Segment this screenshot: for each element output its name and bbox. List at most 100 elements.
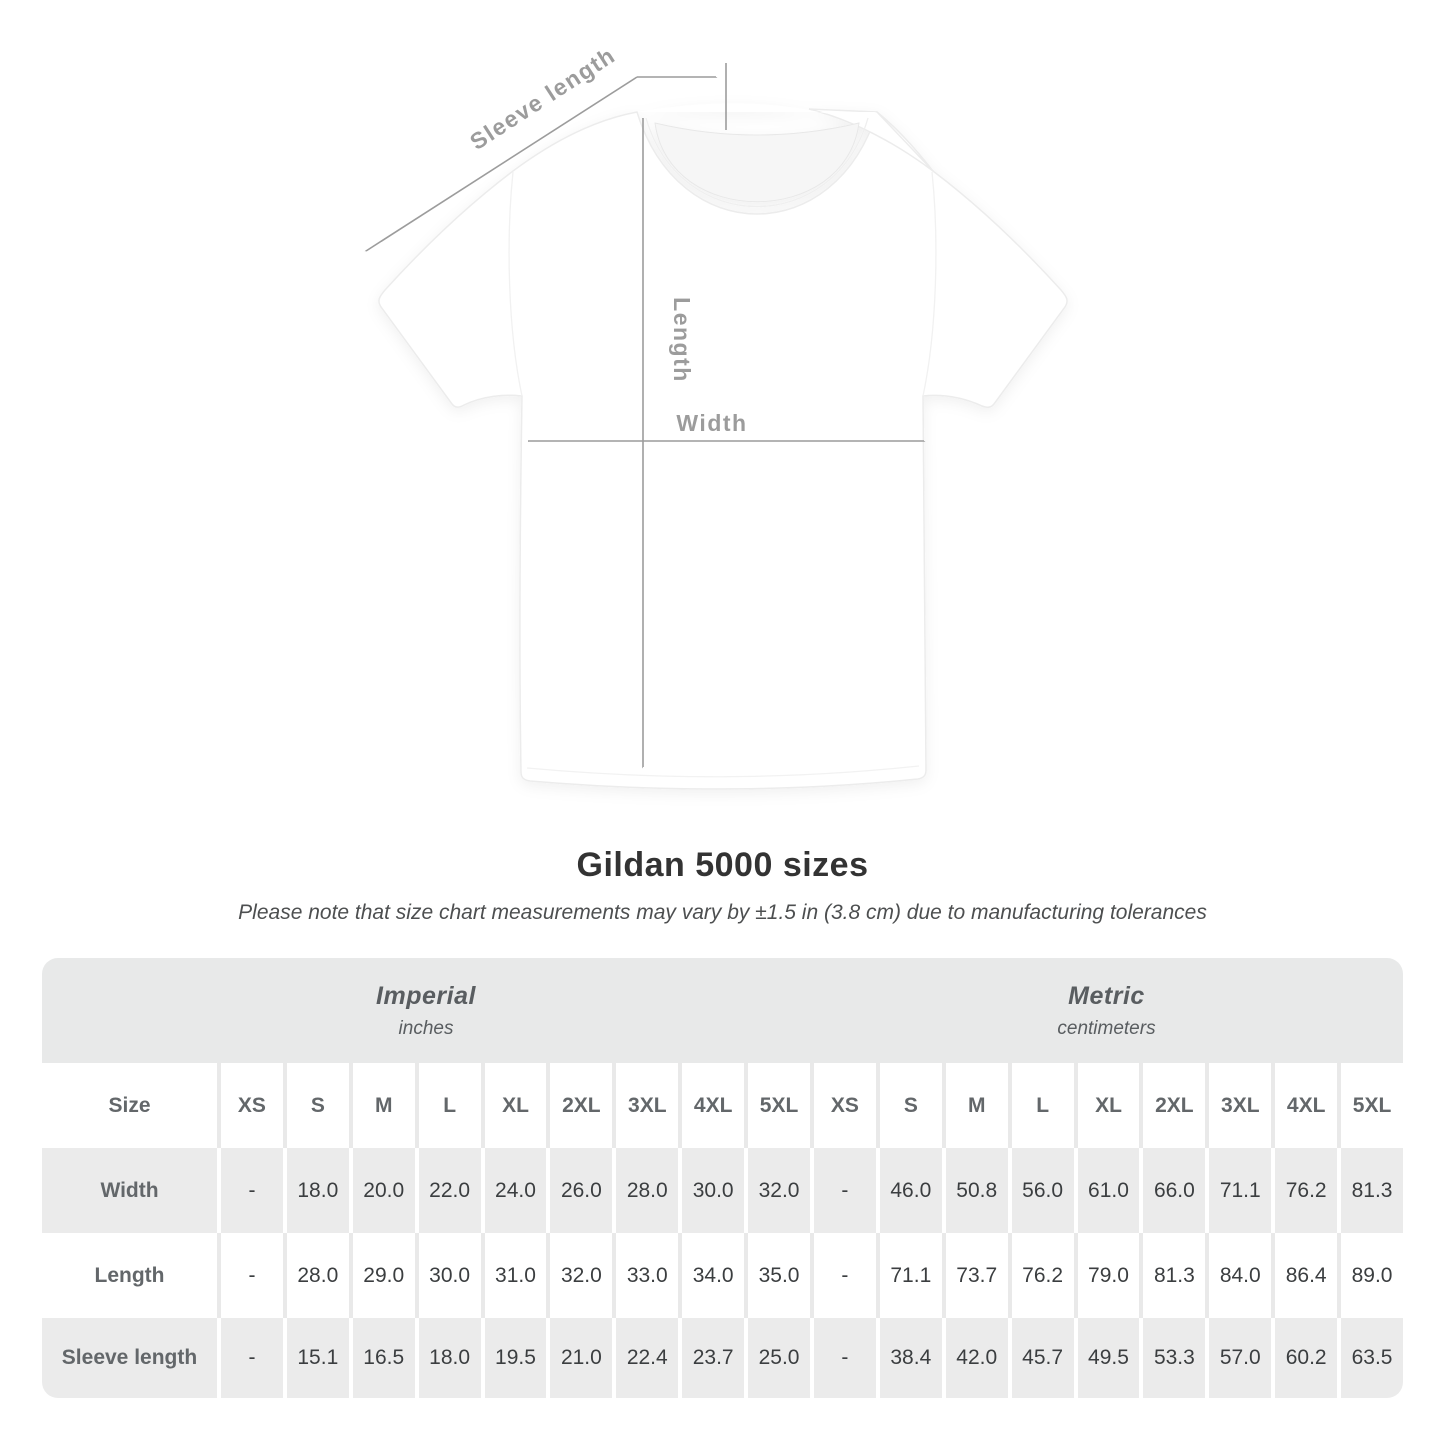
imperial-header-unit: inches [398,1017,454,1039]
size-table: Imperial inches Metric centimeters Size X… [42,958,1403,1398]
tshirt-right-shoulder [808,108,934,172]
size-header-imperial-2xl: 2XL [546,1063,613,1148]
size-header-metric-4xl: 4XL [1271,1063,1338,1148]
value-cell: - [217,1233,283,1318]
row-label-length: Length [42,1233,217,1318]
value-cell: 30.0 [678,1148,745,1233]
value-cell: 15.1 [282,1318,349,1398]
size-header-metric-2xl: 2XL [1139,1063,1206,1148]
size-header-imperial-s: S [282,1063,349,1148]
imperial-header-name: Imperial [376,981,476,1010]
value-cell: 73.7 [941,1233,1008,1318]
value-cell: 28.0 [612,1148,679,1233]
tshirt-diagram-svg: Sleeve length Length Width [0,42,1068,790]
value-cell: 35.0 [744,1233,810,1318]
value-cell: 45.7 [1007,1318,1074,1398]
metric-header-name: Metric [1068,981,1145,1010]
value-cell: 63.5 [1337,1318,1403,1398]
value-cell: 20.0 [348,1148,415,1233]
value-cell: 33.0 [612,1233,679,1318]
value-cell: 57.0 [1205,1318,1272,1398]
value-cell: - [217,1148,283,1233]
page-title: Gildan 5000 sizes [576,846,869,884]
value-cell: 46.0 [875,1148,942,1233]
tshirt-collar-top-fill [637,103,877,116]
size-header-metric-xl: XL [1073,1063,1140,1148]
value-cell: 71.1 [1205,1148,1272,1233]
value-cell: 81.3 [1337,1148,1403,1233]
value-cell: 18.0 [282,1148,349,1233]
value-cell: 19.5 [480,1318,547,1398]
size-header-metric-m: M [941,1063,1008,1148]
row-label-width: Width [42,1148,217,1233]
value-cell: 25.0 [744,1318,810,1398]
value-cell: - [809,1318,876,1398]
value-cell: 84.0 [1205,1233,1272,1318]
value-cell: 81.3 [1139,1233,1206,1318]
width-label: Width [676,410,747,436]
length-label: Length [669,297,695,383]
size-header-imperial-l: L [414,1063,481,1148]
value-cell: 18.0 [414,1318,481,1398]
value-cell: 42.0 [941,1318,1008,1398]
left-sleeve-seam [508,171,523,397]
tolerance-note: Please note that size chart measurements… [238,901,1207,924]
metric-header-unit: centimeters [1057,1017,1156,1039]
size-header-imperial-4xl: 4XL [678,1063,745,1148]
value-cell: 26.0 [546,1148,613,1233]
size-column-header: Size [42,1063,217,1148]
value-cell: - [809,1233,876,1318]
size-header-imperial-xs: XS [217,1063,283,1148]
metric-header: Metric centimeters [809,958,1403,1063]
collar-stitch-line [645,117,869,208]
value-cell: 38.4 [875,1318,942,1398]
hem-stitch-line [526,765,920,778]
value-cell: 61.0 [1073,1148,1140,1233]
imperial-header: Imperial inches [42,958,810,1063]
row-label-sleeve-length: Sleeve length [42,1318,217,1398]
value-cell: 79.0 [1073,1233,1140,1318]
value-cell: 30.0 [414,1233,481,1318]
size-header-metric-l: L [1007,1063,1074,1148]
size-header-metric-3xl: 3XL [1205,1063,1272,1148]
value-cell: 60.2 [1271,1318,1338,1398]
value-cell: 76.2 [1007,1233,1074,1318]
value-cell: 89.0 [1337,1233,1403,1318]
value-cell: 23.7 [678,1318,745,1398]
value-cell: 16.5 [348,1318,415,1398]
value-cell: 86.4 [1271,1233,1338,1318]
tshirt-graphic [378,103,1068,790]
tshirt-measurement-diagram: Sleeve length Length Width [0,42,1068,790]
size-header-imperial-3xl: 3XL [612,1063,679,1148]
size-header-imperial-5xl: 5XL [744,1063,810,1148]
tshirt-neck-opening [654,122,860,203]
size-header-metric-5xl: 5XL [1337,1063,1403,1148]
value-cell: 49.5 [1073,1318,1140,1398]
value-cell: 56.0 [1007,1148,1074,1233]
size-header-metric-s: S [875,1063,942,1148]
title-block: Gildan 5000 sizes Please note that size … [0,846,1445,925]
size-header-metric-xs: XS [809,1063,876,1148]
value-cell: - [217,1318,283,1398]
sleeve-length-arrow [366,76,638,251]
value-cell: 32.0 [744,1148,810,1233]
value-cell: 71.1 [875,1233,942,1318]
value-cell: 24.0 [480,1148,547,1233]
value-cell: 76.2 [1271,1148,1338,1233]
tshirt-body-outline [378,110,1068,790]
value-cell: 53.3 [1139,1318,1206,1398]
value-cell: 22.0 [414,1148,481,1233]
value-cell: 50.8 [941,1148,1008,1233]
value-cell: 66.0 [1139,1148,1206,1233]
value-cell: 32.0 [546,1233,613,1318]
value-cell: 29.0 [348,1233,415,1318]
value-cell: 34.0 [678,1233,745,1318]
right-sleeve-seam [922,171,937,397]
size-header-imperial-m: M [348,1063,415,1148]
value-cell: - [809,1148,876,1233]
value-cell: 21.0 [546,1318,613,1398]
value-cell: 22.4 [612,1318,679,1398]
size-header-imperial-xl: XL [480,1063,547,1148]
value-cell: 28.0 [282,1233,349,1318]
value-cell: 31.0 [480,1233,547,1318]
